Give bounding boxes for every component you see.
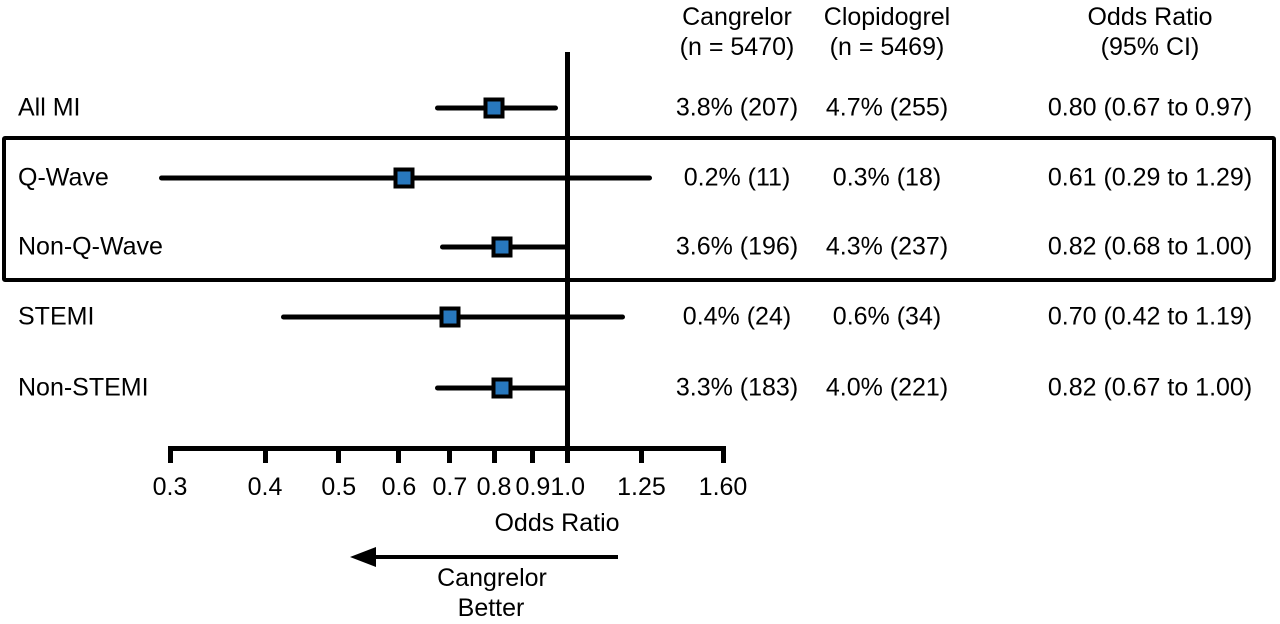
cangrelor-value-q-wave: 0.2% (11) xyxy=(683,163,791,192)
column-header-odds-ratio-ci: (95% CI) xyxy=(1100,33,1200,61)
x-axis-tick-label-0.9: 0.9 xyxy=(515,473,551,501)
odds-ratio-value-non-stemi: 0.82 (0.67 to 1.00) xyxy=(1047,373,1253,402)
or-marker-non-q-wave xyxy=(491,236,513,258)
or-marker-non-stemi xyxy=(491,377,513,399)
odds-ratio-value-stemi: 0.70 (0.42 to 1.19) xyxy=(1047,302,1253,331)
direction-label-line2: Better xyxy=(457,594,525,622)
x-axis-title: Odds Ratio xyxy=(494,509,620,537)
row-label-non-stemi: Non-STEMI xyxy=(18,373,149,402)
x-axis-tick-label-1.0: 1.0 xyxy=(550,473,586,501)
row-label-q-wave: Q-Wave xyxy=(18,163,109,192)
x-axis-tick-0.5 xyxy=(336,445,342,463)
or-marker-q-wave xyxy=(393,167,415,189)
column-header-clopidogrel: Clopidogrel (n = 5469) xyxy=(824,2,950,62)
odds-ratio-value-non-q-wave: 0.82 (0.68 to 1.00) xyxy=(1047,232,1253,261)
clopidogrel-value-non-stemi: 4.0% (221) xyxy=(825,373,949,402)
reference-line-or-1 xyxy=(565,52,571,463)
x-axis-tick-0.9 xyxy=(530,445,536,463)
x-axis-tick-label-0.6: 0.6 xyxy=(381,473,417,501)
highlight-box-q-wave-subgroups xyxy=(2,136,1276,282)
x-axis-tick-0.3 xyxy=(167,445,173,463)
row-label-non-q-wave: Non-Q-Wave xyxy=(18,232,163,261)
column-header-odds-ratio-title: Odds Ratio xyxy=(1087,3,1213,31)
x-axis-tick-label-1.60: 1.60 xyxy=(698,473,748,501)
x-axis-line xyxy=(167,445,726,451)
x-axis-tick-label-0.8: 0.8 xyxy=(476,473,512,501)
x-axis-tick-0.4 xyxy=(262,445,268,463)
clopidogrel-value-non-q-wave: 4.3% (237) xyxy=(825,232,949,261)
or-marker-stemi xyxy=(439,306,461,328)
x-axis-tick-label-0.3: 0.3 xyxy=(152,473,188,501)
column-header-clopidogrel-title: Clopidogrel xyxy=(823,3,951,31)
x-axis-tick-0.8 xyxy=(491,445,497,463)
odds-ratio-value-q-wave: 0.61 (0.29 to 1.29) xyxy=(1047,163,1253,192)
column-header-cangrelor-title: Cangrelor xyxy=(682,3,792,31)
left-arrow-icon xyxy=(350,547,376,567)
x-axis-tick-1.0 xyxy=(565,445,571,463)
column-header-clopidogrel-n: (n = 5469) xyxy=(829,33,945,61)
cangrelor-value-all-mi: 3.8% (207) xyxy=(675,93,799,122)
x-axis-tick-0.6 xyxy=(396,445,402,463)
x-axis-tick-label-0.5: 0.5 xyxy=(321,473,357,501)
x-axis-tick-label-1.25: 1.25 xyxy=(617,473,666,501)
x-axis-tick-1.60 xyxy=(720,445,726,463)
clopidogrel-value-stemi: 0.6% (34) xyxy=(832,302,942,331)
cangrelor-value-stemi: 0.4% (24) xyxy=(682,302,792,331)
odds-ratio-value-all-mi: 0.80 (0.67 to 0.97) xyxy=(1047,93,1253,122)
direction-label-line1: Cangrelor xyxy=(437,564,547,592)
clopidogrel-value-all-mi: 4.7% (255) xyxy=(825,93,949,122)
x-axis-tick-0.7 xyxy=(447,445,453,463)
row-label-all-mi: All MI xyxy=(18,93,81,122)
column-header-odds-ratio: Odds Ratio (95% CI) xyxy=(1087,2,1212,62)
cangrelor-value-non-stemi: 3.3% (183) xyxy=(675,373,799,402)
or-marker-all-mi xyxy=(483,97,505,119)
row-label-stemi: STEMI xyxy=(18,302,95,331)
column-header-cangrelor: Cangrelor (n = 5470) xyxy=(680,2,795,62)
x-axis-tick-1.25 xyxy=(638,445,644,463)
x-axis-tick-label-0.7: 0.7 xyxy=(432,473,468,501)
direction-arrow-shaft xyxy=(372,555,618,559)
clopidogrel-value-q-wave: 0.3% (18) xyxy=(832,163,942,192)
column-header-cangrelor-n: (n = 5470) xyxy=(679,33,795,61)
cangrelor-value-non-q-wave: 3.6% (196) xyxy=(675,232,799,261)
x-axis-tick-label-0.4: 0.4 xyxy=(247,473,283,501)
